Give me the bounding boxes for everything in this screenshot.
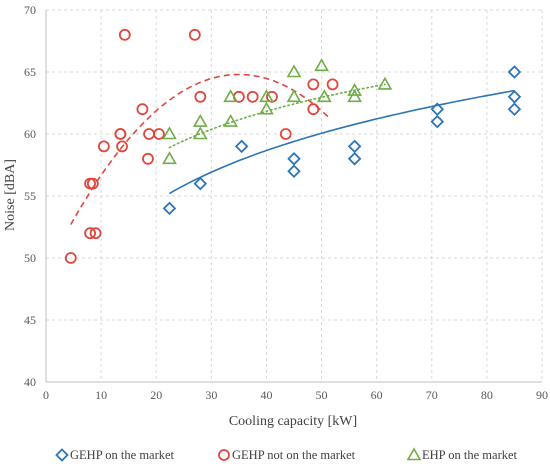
- x-axis-ticks: 0 10 20 30 40 50 60 70 80 90: [43, 388, 548, 402]
- gehp-not-on-market-point: [64, 252, 77, 264]
- gehp-on-market-point: [347, 139, 362, 154]
- gehp-not-on-market-point: [142, 152, 154, 165]
- x-tick-label: 60: [371, 388, 383, 402]
- plot-border: [45, 10, 542, 383]
- grid: [45, 9, 543, 383]
- legend: GEHP on the market GEHP not on the market…: [55, 447, 518, 462]
- x-tick-label: 10: [95, 388, 107, 402]
- gehp-not-on-market-point: [326, 78, 339, 91]
- gehp-not-on-market-point: [188, 28, 201, 41]
- gehp-not-on-market-point: [307, 78, 320, 91]
- ehp-on-market-point: [314, 58, 329, 72]
- ehp-on-market-point: [223, 113, 239, 127]
- trendline-gehp-on-market: [169, 89, 515, 195]
- y-tick-label: 65: [24, 65, 36, 79]
- y-axis-ticks: 40 45 50 55 60 65 70: [24, 3, 36, 389]
- legend-item-gehp-not-on-market: GEHP not on the market: [218, 448, 356, 462]
- x-tick-label: 20: [150, 388, 162, 402]
- legend-label: GEHP not on the market: [232, 448, 356, 462]
- gehp-not-on-market-point: [86, 177, 99, 190]
- gehp-on-market-point: [507, 65, 522, 79]
- ehp-on-market-point: [162, 151, 177, 165]
- ehp-on-market-point: [259, 101, 274, 115]
- x-tick-label: 40: [260, 388, 272, 402]
- circle-icon: [218, 449, 230, 461]
- trendline-ehp-on-market: [168, 83, 386, 149]
- gehp-not-on-market-point: [136, 103, 149, 116]
- ehp-on-market-point: [162, 126, 177, 140]
- gehp-on-market-point: [430, 114, 445, 129]
- y-tick-label: 40: [24, 375, 36, 389]
- gehp-not-on-market-point: [97, 140, 110, 153]
- x-tick-label: 90: [536, 388, 548, 402]
- gehp-not-on-market-point: [116, 140, 128, 153]
- legend-item-gehp-on-market: GEHP on the market: [55, 448, 175, 462]
- ehp-on-market-point: [286, 89, 302, 103]
- ehp-on-market-point: [192, 113, 208, 127]
- y-axis-label: Noise [dBA]: [3, 159, 18, 231]
- gehp-not-on-market-point: [89, 227, 102, 240]
- gehp-on-market-point: [430, 102, 445, 116]
- gehp-on-market-point: [287, 164, 301, 178]
- data-markers: [64, 28, 522, 264]
- y-tick-label: 45: [24, 313, 36, 327]
- x-tick-label: 80: [481, 388, 493, 402]
- trendline-gehp-not-on-market: [70, 73, 331, 225]
- ehp-on-market-point: [347, 82, 363, 96]
- y-tick-label: 70: [24, 3, 36, 17]
- gehp-on-market-point: [347, 152, 362, 166]
- trendlines: [70, 73, 515, 225]
- triangle-icon: [406, 447, 422, 461]
- legend-item-ehp-on-market: EHP on the market: [406, 447, 518, 462]
- gehp-on-market-point: [287, 152, 301, 166]
- gehp-on-market-point: [162, 201, 177, 216]
- ehp-on-market-point: [347, 89, 363, 103]
- y-tick-label: 50: [24, 251, 36, 265]
- gehp-on-market-point: [507, 90, 522, 104]
- x-tick-label: 50: [316, 388, 328, 402]
- y-tick-label: 60: [24, 127, 36, 141]
- gehp-not-on-market-point: [153, 128, 165, 140]
- x-tick-label: 30: [205, 388, 217, 402]
- gehp-not-on-market-point: [194, 90, 207, 103]
- diamond-icon: [55, 448, 69, 462]
- gehp-on-market-point: [193, 176, 208, 191]
- ehp-on-market-point: [192, 126, 208, 140]
- ehp-on-market-point: [223, 89, 239, 103]
- gehp-not-on-market-point: [279, 128, 292, 140]
- y-tick-label: 55: [24, 189, 36, 203]
- x-axis-label: Cooling capacity [kW]: [229, 414, 357, 429]
- gehp-not-on-market-point: [114, 128, 127, 140]
- gehp-on-market-point: [507, 102, 522, 116]
- gehp-not-on-market-point: [307, 103, 320, 116]
- ehp-on-market-point: [259, 89, 274, 103]
- ehp-on-market-point: [286, 64, 302, 78]
- gehp-on-market-point: [234, 139, 249, 154]
- legend-label: GEHP on the market: [70, 448, 175, 462]
- x-tick-label: 70: [426, 388, 438, 402]
- gehp-not-on-market-point: [246, 90, 259, 103]
- legend-label: EHP on the market: [422, 448, 518, 462]
- ehp-on-market-point: [316, 89, 332, 103]
- gehp-not-on-market-point: [118, 28, 131, 41]
- x-tick-label: 0: [43, 388, 49, 402]
- gehp-not-on-market-point: [84, 227, 96, 240]
- ehp-on-market-point: [377, 76, 393, 90]
